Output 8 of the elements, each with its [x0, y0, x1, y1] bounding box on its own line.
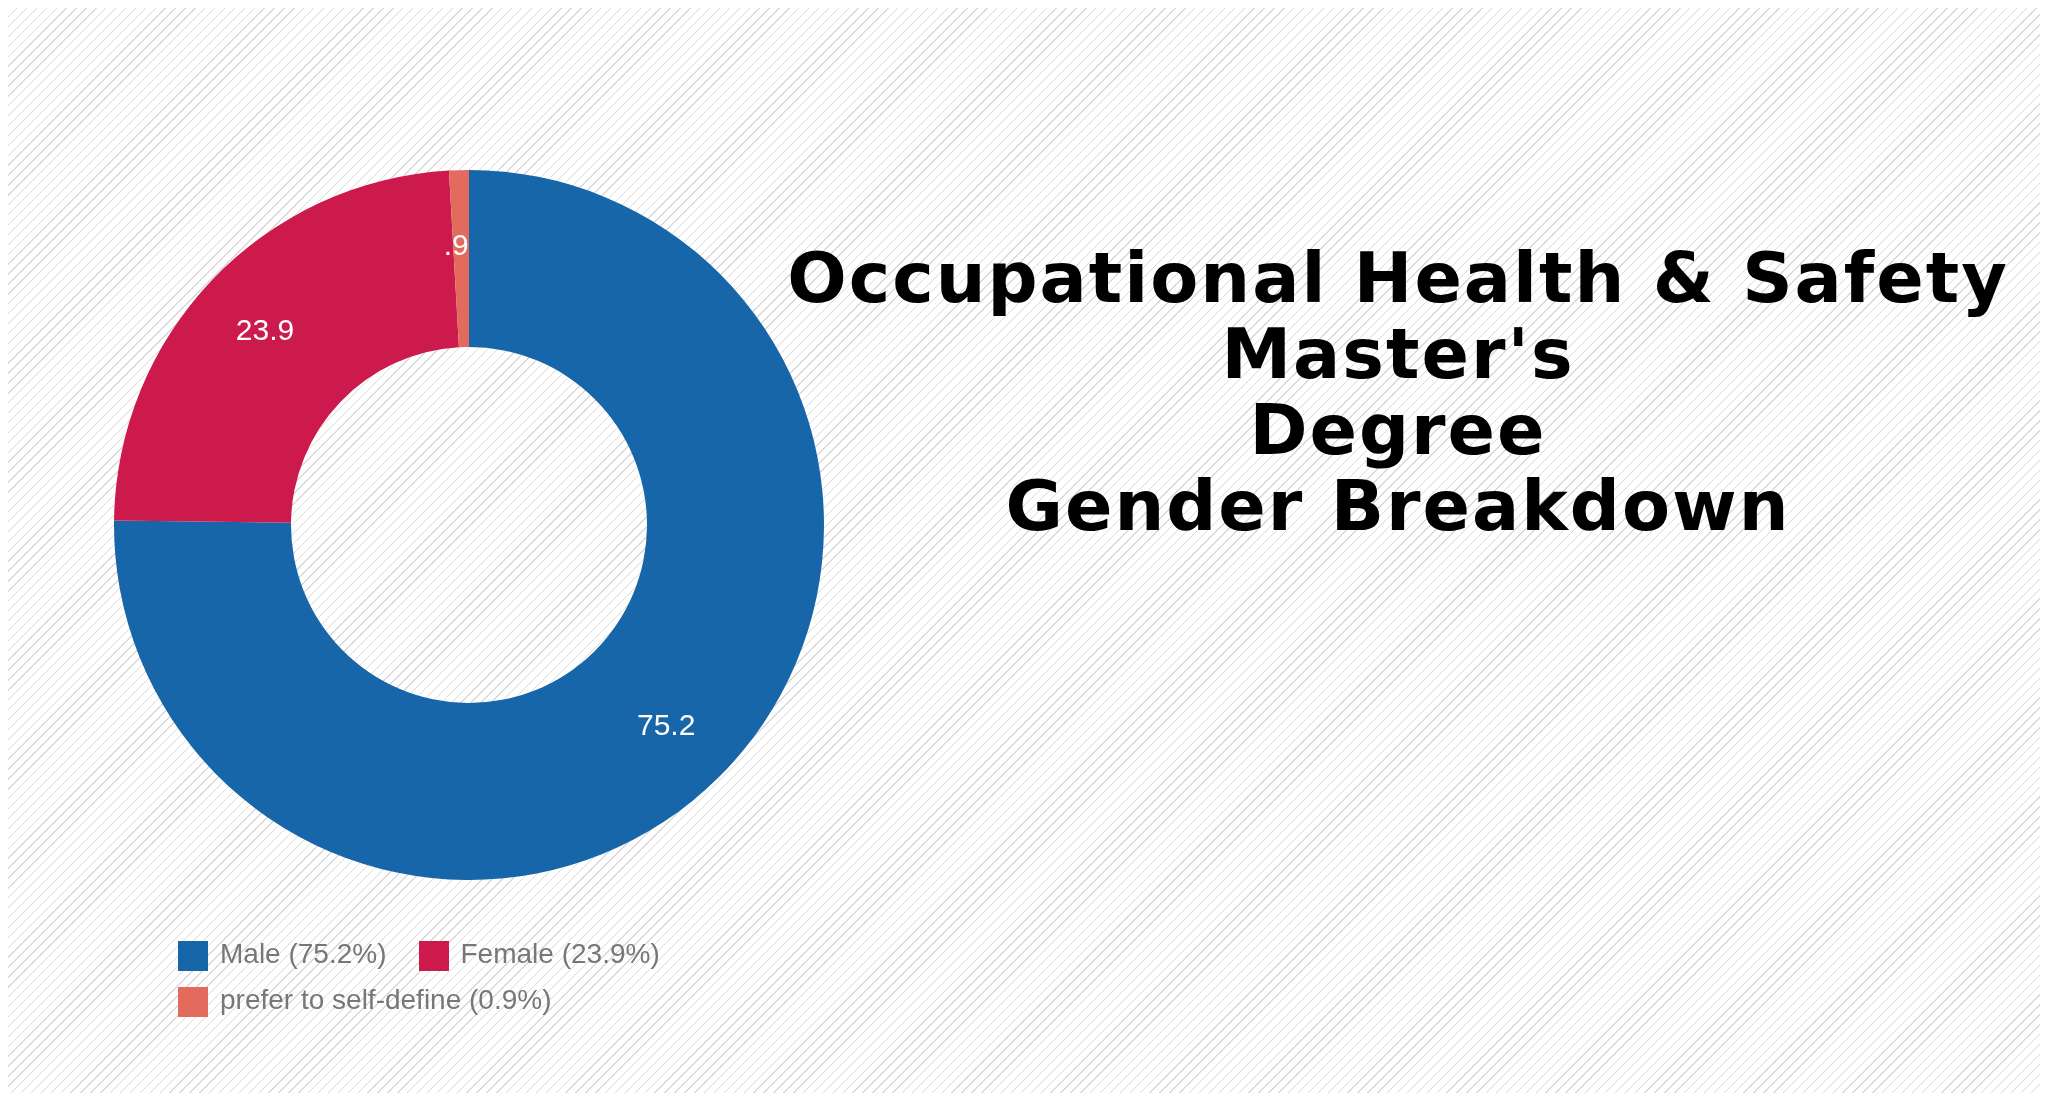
legend-label: Male (75.2%) [220, 938, 387, 969]
data-label: .9 [443, 228, 469, 262]
legend-label: prefer to self-define (0.9%) [220, 984, 552, 1015]
text: Occupational Health & Safety Master's Degree Gender Breakdown [786, 237, 2010, 547]
donut-slice [448, 170, 469, 348]
legend-label: Female (23.9%) [460, 938, 660, 969]
data-label: 75.2 [636, 708, 696, 742]
data-label: 23.9 [235, 313, 295, 347]
